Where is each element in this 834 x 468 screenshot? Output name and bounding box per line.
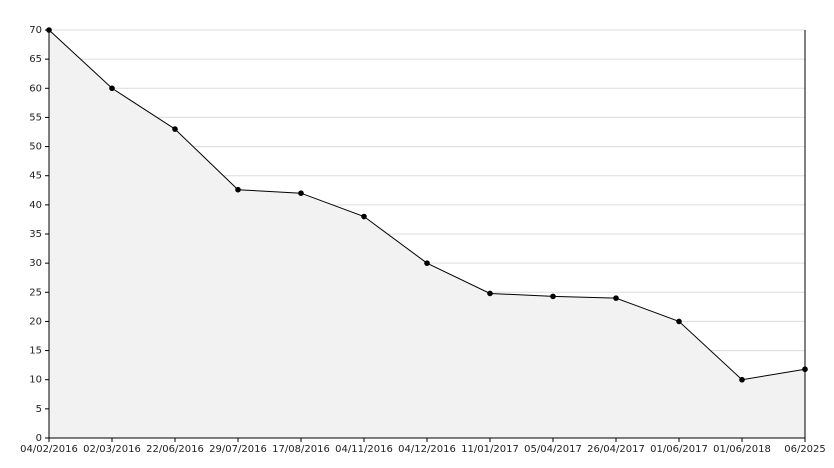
x-tick-label: 04/11/2016 xyxy=(335,444,393,455)
marker xyxy=(676,318,682,325)
x-tick-label: 05/04/2017 xyxy=(524,444,582,455)
x-tick-label: 26/04/2017 xyxy=(587,444,645,455)
marker xyxy=(109,85,115,92)
x-tick-label: 01/06/2017 xyxy=(650,444,708,455)
x-tick-label: 29/07/2016 xyxy=(209,444,267,455)
marker xyxy=(739,376,745,383)
y-tick-label: 45 xyxy=(29,171,42,182)
y-tick-label: 50 xyxy=(29,142,42,153)
marker xyxy=(550,293,556,300)
marker xyxy=(361,213,367,220)
y-tick-label: 25 xyxy=(29,287,42,298)
y-tick-label: 70 xyxy=(29,25,42,36)
y-tick-label: 35 xyxy=(29,229,42,240)
area-fill xyxy=(49,30,805,438)
y-tick-label: 40 xyxy=(29,200,42,211)
x-tick-label: 01/06/2018 xyxy=(713,444,771,455)
y-tick-label: 10 xyxy=(29,375,42,386)
marker xyxy=(613,295,619,301)
x-tick-label: 11/01/2017 xyxy=(461,444,519,455)
x-tick-label: 04/02/2016 xyxy=(20,444,78,455)
x-tick-label: 02/03/2016 xyxy=(83,444,141,455)
marker xyxy=(298,190,304,196)
x-tick-label: 04/12/2016 xyxy=(398,444,456,455)
y-tick-label: 5 xyxy=(36,404,42,415)
marker xyxy=(172,126,178,132)
marker xyxy=(424,260,430,266)
x-tick-label: 22/06/2016 xyxy=(146,444,204,455)
x-tick-label: 17/08/2016 xyxy=(272,444,330,455)
y-tick-label: 55 xyxy=(29,112,42,123)
y-tick-label: 30 xyxy=(29,258,42,269)
y-tick-label: 15 xyxy=(29,346,42,357)
y-tick-label: 0 xyxy=(36,433,42,444)
marker xyxy=(235,186,241,193)
y-tick-label: 65 xyxy=(29,54,42,65)
x-tick-label: 06/2025 xyxy=(784,444,826,455)
marker xyxy=(487,290,493,297)
y-tick-label: 20 xyxy=(29,316,42,327)
y-tick-label: 60 xyxy=(29,83,42,94)
